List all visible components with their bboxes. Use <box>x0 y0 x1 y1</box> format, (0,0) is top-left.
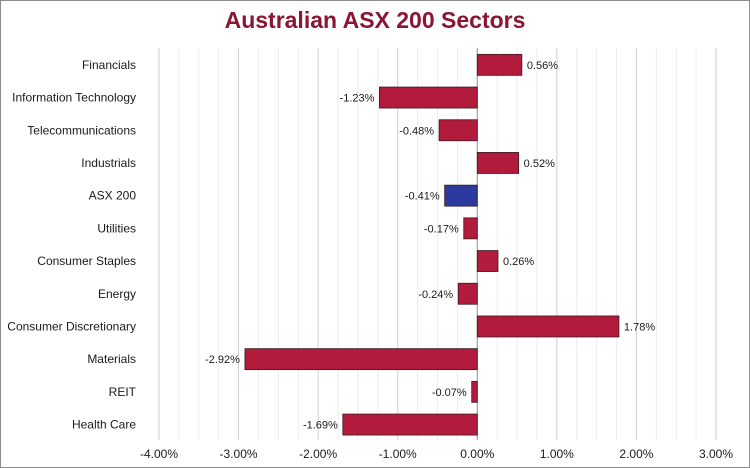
bar <box>476 152 520 174</box>
category-label: Energy <box>98 287 136 301</box>
x-tick-label: -4.00% <box>140 447 178 461</box>
data-label: 0.56% <box>527 60 558 72</box>
bar <box>444 184 478 207</box>
category-label: Information Technology <box>12 91 136 105</box>
bar <box>471 380 478 403</box>
data-label: -1.69% <box>303 420 338 432</box>
data-label: -0.48% <box>399 125 434 137</box>
bar <box>457 282 478 305</box>
data-label: 0.52% <box>524 158 555 170</box>
x-tick-label: -1.00% <box>379 447 417 461</box>
x-tick-label: 1.00% <box>540 447 574 461</box>
bar <box>476 250 499 272</box>
data-label: -2.92% <box>205 354 240 366</box>
data-label: 1.78% <box>624 321 655 333</box>
category-label: ASX 200 <box>89 189 137 203</box>
bar <box>476 53 523 76</box>
gridlines <box>158 48 717 440</box>
bar <box>463 217 478 240</box>
x-tick-label: 2.00% <box>619 447 653 461</box>
chart-title: Australian ASX 200 Sectors <box>224 7 526 33</box>
category-label: Consumer Staples <box>37 254 136 268</box>
category-label: Health Care <box>72 418 136 432</box>
labels: -4.00% -3.00% -2.00% -1.00% 0.00% 1.00% 2.00% 3… <box>7 58 733 461</box>
x-tick-label: -3.00% <box>220 447 258 461</box>
category-label: Telecommunications <box>27 123 136 137</box>
x-tick-label: 3.00% <box>699 447 733 461</box>
data-label: -0.41% <box>405 191 440 203</box>
bars <box>244 53 620 436</box>
bar <box>476 315 620 338</box>
x-tick-label: 0.00% <box>460 447 494 461</box>
category-label: Materials <box>87 352 136 366</box>
category-label: Utilities <box>97 221 136 235</box>
data-label: -1.23% <box>340 93 375 105</box>
bar <box>438 119 478 142</box>
x-tick-label: -2.00% <box>299 447 337 461</box>
data-label: -0.24% <box>418 289 453 301</box>
data-label: -0.17% <box>424 223 459 235</box>
bar <box>379 86 478 109</box>
category-label: Financials <box>82 58 136 72</box>
data-label: 0.26% <box>503 256 534 268</box>
category-label: Industrials <box>81 156 136 170</box>
category-label: REIT <box>109 385 137 399</box>
bar <box>244 348 478 371</box>
category-label: Consumer Discretionary <box>7 319 136 333</box>
data-label: -0.07% <box>432 387 467 399</box>
bar <box>342 413 478 436</box>
